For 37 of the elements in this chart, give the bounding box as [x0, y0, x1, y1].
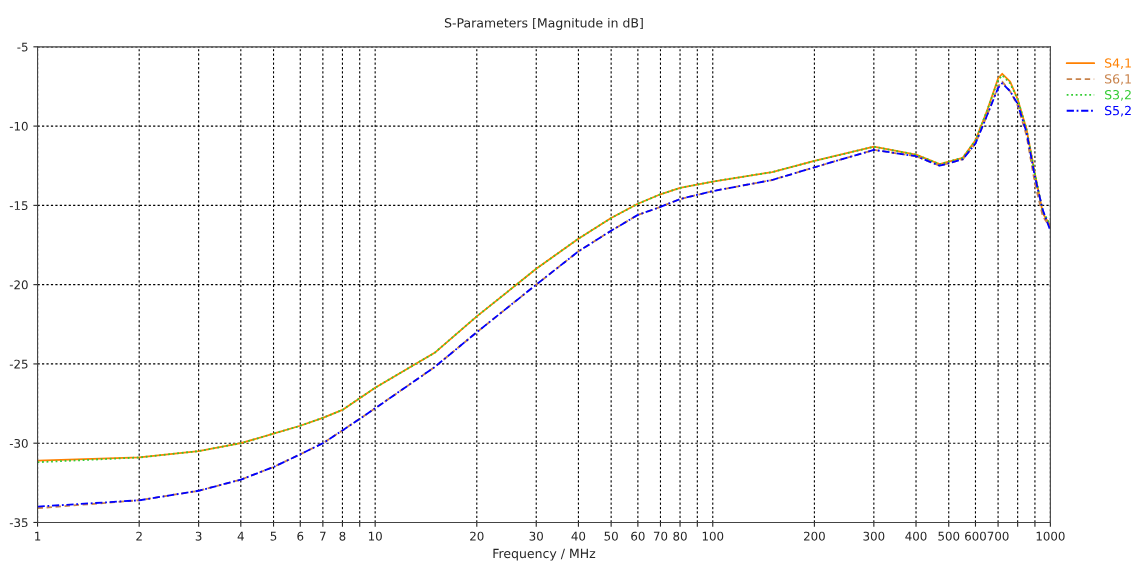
chart-title: S-Parameters [Magnitude in dB] — [444, 17, 643, 30]
x-tick-label: 40 — [571, 531, 586, 541]
legend-label: S6,1 — [1105, 74, 1131, 85]
y-tick-label: -25 — [9, 359, 28, 369]
x-tick-label: 200 — [804, 531, 825, 541]
x-tick-label: 1000 — [1036, 531, 1065, 541]
legend-label: S3,2 — [1105, 89, 1131, 101]
x-tick-label: 8 — [339, 531, 346, 541]
x-tick-label: 7 — [320, 531, 326, 541]
x-tick-label: 80 — [673, 531, 687, 541]
y-tick-label: -20 — [9, 280, 28, 290]
x-tick-label: 400 — [905, 531, 927, 541]
x-tick-label: 50 — [604, 531, 618, 541]
x-tick-label: 60 — [631, 531, 645, 541]
x-tick-label: 3 — [195, 531, 202, 541]
x-tick-label: 700 — [987, 531, 1009, 541]
legend-label: S5,2 — [1105, 105, 1131, 117]
x-tick-label: 1 — [35, 531, 41, 541]
x-tick-label: 20 — [470, 531, 484, 541]
x-tick-label: 70 — [653, 531, 668, 541]
x-tick-label: 4 — [237, 531, 244, 541]
x-tick-label: 100 — [702, 531, 724, 541]
x-tick-label: 30 — [529, 531, 543, 541]
y-tick-label: -10 — [9, 121, 28, 131]
x-tick-label: 600 — [965, 531, 986, 541]
legend-label: S4,1 — [1105, 58, 1131, 70]
x-tick-label: 5 — [270, 531, 277, 541]
y-tick-label: -35 — [9, 518, 28, 528]
x-tick-label: 10 — [368, 531, 382, 541]
y-tick-label: -30 — [9, 438, 28, 448]
x-tick-label: 6 — [297, 531, 304, 541]
x-tick-label: 500 — [938, 531, 960, 541]
y-tick-label: -5 — [17, 42, 28, 52]
x-axis-title: Frequency / MHz — [493, 548, 596, 561]
x-tick-label: 300 — [863, 531, 885, 541]
x-tick-label: 2 — [136, 531, 142, 541]
y-tick-label: -15 — [9, 201, 28, 211]
